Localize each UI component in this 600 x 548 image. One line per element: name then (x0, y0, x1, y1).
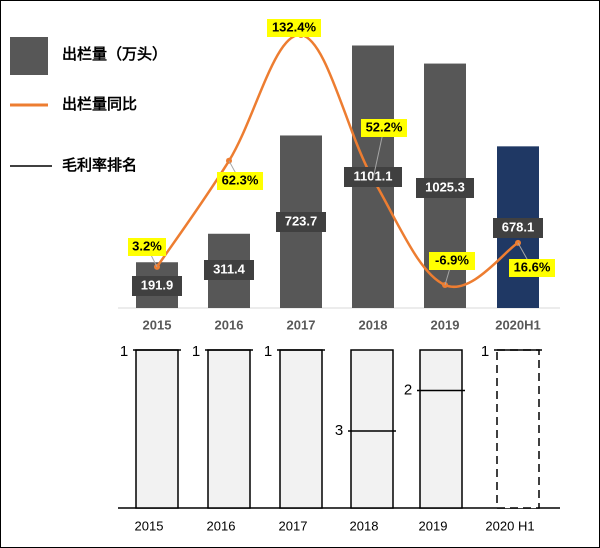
growth-data-label: 16.6% (514, 259, 551, 274)
bar-label-bg (204, 260, 254, 280)
growth-label-bg (128, 238, 166, 256)
bar-label-bg (416, 178, 474, 198)
rank-x-label: 2018 (350, 518, 379, 533)
x-tick-label: 2019 (431, 317, 460, 332)
rank-value: 2 (404, 381, 412, 398)
x-tick-label: 2018 (359, 317, 388, 332)
rank-value: 1 (192, 343, 200, 360)
rank-x-label: 2017 (279, 518, 308, 533)
rank-column-2016 (207, 349, 251, 509)
rank-column-2017 (279, 349, 323, 509)
growth-data-label: 3.2% (132, 238, 162, 253)
growth-data-label: 52.2% (366, 119, 403, 134)
rank-panel: 1 2015 1 2016 1 2017 3 2018 2 2019 1 2020 H1 (118, 343, 560, 533)
rank-x-label: 2015 (135, 518, 164, 533)
growth-data-label: -6.9% (435, 252, 469, 267)
top-x-axis: 2015 2016 2017 2018 2019 2020H1 (118, 307, 560, 332)
growth-data-label: 62.3% (222, 172, 259, 187)
rank-column-2020 H1 (496, 349, 540, 509)
rank-value: 1 (120, 343, 128, 360)
bar-data-label: 191.9 (141, 277, 174, 292)
bar-series (136, 45, 539, 308)
x-tick-label: 2016 (215, 317, 244, 332)
rank-x-label: 2020 H1 (485, 518, 534, 533)
legend: 出栏量（万头） 出栏量同比 毛利率排名 (10, 37, 167, 174)
growth-label-bg (361, 119, 407, 137)
legend-bar-label: 出栏量（万头） (62, 45, 167, 63)
growth-label-bg (429, 252, 475, 270)
rank-value: 1 (264, 343, 272, 360)
rank-x-label: 2019 (419, 518, 448, 533)
line-data-labels: 3.2% 62.3% 132.4% 52.2% -6.9% 16.6% (128, 19, 555, 286)
bar-data-label: 1025.3 (425, 179, 465, 194)
rank-value: 3 (335, 422, 343, 439)
bar-data-label: 723.7 (285, 213, 318, 228)
legend-bar-swatch (10, 37, 48, 75)
x-tick-label: 2015 (143, 317, 172, 332)
bar-label-bg (276, 212, 326, 232)
growth-label-bg (509, 259, 555, 277)
legend-rank-label: 毛利率排名 (62, 156, 137, 174)
x-tick-label: 2020H1 (495, 317, 541, 332)
bar-data-label: 1101.1 (353, 168, 392, 183)
bar-label-bg (132, 276, 182, 296)
growth-label-bg (217, 172, 263, 190)
bar-data-labels: 191.9 311.4 723.7 1101.1 1025.3 678.1 (132, 167, 543, 296)
growth-data-label: 132.4% (272, 19, 317, 34)
rank-column-2018 (350, 349, 394, 509)
bar-label-bg (493, 218, 543, 238)
rank-value: 1 (481, 343, 489, 360)
rank-x-label: 2016 (207, 518, 236, 533)
rank-column-2015 (135, 349, 179, 509)
bar-data-label: 678.1 (502, 219, 535, 234)
x-tick-label: 2017 (287, 317, 316, 332)
legend-line-label: 出栏量同比 (62, 95, 137, 113)
growth-label-bg (267, 19, 321, 37)
rank-column-2019 (419, 349, 463, 509)
bar-data-label: 311.4 (213, 261, 246, 276)
